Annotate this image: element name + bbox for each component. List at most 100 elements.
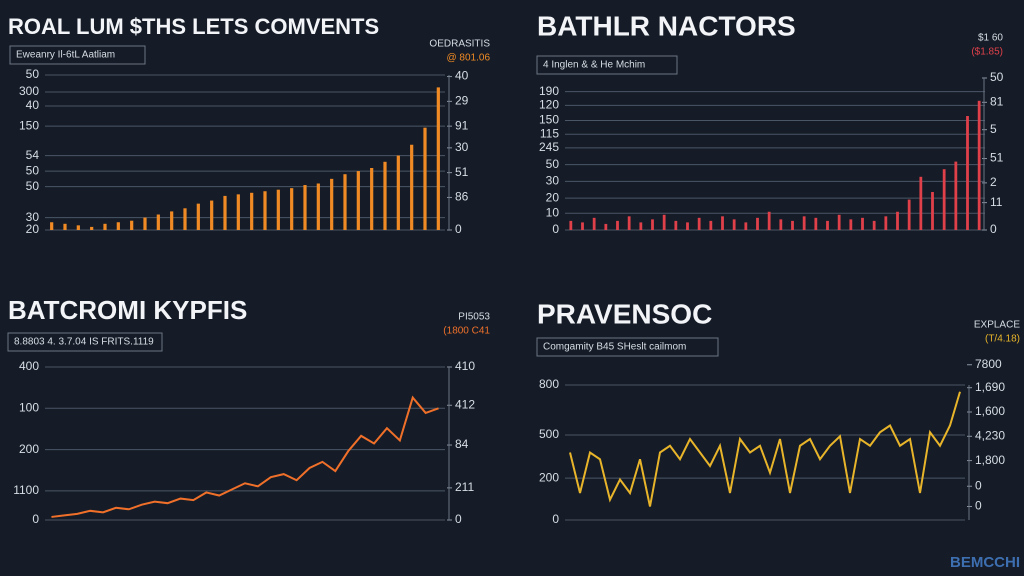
bar — [709, 220, 713, 230]
y-tick-label: 54 — [26, 148, 40, 162]
y-tick-label: 200 — [539, 470, 559, 484]
bar — [63, 223, 67, 230]
bar — [721, 216, 724, 230]
bar — [942, 169, 946, 230]
bar — [837, 214, 841, 230]
header-value: (T/4.18) — [985, 334, 1020, 345]
subtitle-box — [9, 45, 146, 65]
y2-tick-label: 1,800 — [975, 453, 1005, 467]
y-tick-label: 150 — [19, 118, 39, 132]
bar — [116, 222, 120, 230]
bar — [316, 183, 320, 230]
bar — [170, 211, 174, 230]
y2-tick-label: 1,690 — [975, 380, 1005, 394]
y2-tick-label: 81 — [990, 94, 1004, 108]
y2-tick-label: 211 — [455, 480, 474, 494]
y2-tick-label: 1,600 — [975, 404, 1005, 418]
bar — [569, 220, 573, 230]
bar — [674, 220, 678, 230]
chart-subtitle: 4 Inglen & & He Mchim — [543, 60, 645, 71]
bar — [954, 161, 958, 230]
y2-tick-label: 0 — [975, 499, 982, 513]
bar — [90, 226, 94, 230]
chart-title: BATHLR NACTORS — [537, 10, 796, 41]
chart-subtitle: Comgamity B45 SHeslt cailmom — [543, 342, 686, 353]
bar — [814, 217, 818, 230]
bar — [436, 87, 440, 231]
y2-tick-label: 51 — [990, 151, 1004, 165]
y-tick-label: 115 — [540, 126, 559, 140]
bar — [896, 211, 899, 230]
bar — [919, 176, 923, 230]
y-tick-label: 1100 — [13, 483, 39, 497]
bar — [236, 194, 240, 230]
bar — [383, 161, 387, 230]
y2-tick-label: 51 — [455, 165, 469, 179]
bar — [343, 174, 347, 230]
bar — [802, 216, 806, 230]
y2-tick-label: 40 — [455, 69, 469, 83]
bar — [370, 168, 374, 230]
bar — [50, 222, 54, 230]
y-tick-label: 300 — [19, 84, 39, 98]
y-tick-label: 50 — [26, 163, 40, 177]
y2-tick-label: 412 — [455, 397, 475, 411]
y-tick-label: 40 — [26, 98, 40, 112]
y2-tick-label: 0 — [455, 512, 462, 526]
subtitle-box — [7, 332, 163, 352]
y-tick-label: 0 — [552, 222, 559, 236]
bar — [662, 214, 666, 230]
y-tick-label: 120 — [539, 98, 559, 112]
y-tick-label: 20 — [26, 222, 40, 236]
line-series — [51, 395, 439, 518]
bar — [826, 220, 829, 230]
header-value: (1800 C41 — [443, 326, 490, 337]
bar — [627, 216, 631, 230]
y2-tick-label: 0 — [990, 222, 997, 236]
bar — [767, 211, 771, 230]
y-tick-label: 20 — [546, 190, 560, 204]
y2-tick-label: 11 — [990, 195, 1003, 209]
y-tick-label: 190 — [539, 84, 559, 98]
bar — [861, 217, 864, 230]
header: OEDRASITIS — [429, 39, 490, 50]
subtitle-box — [536, 55, 678, 75]
header-value: ($1.85) — [971, 47, 1003, 58]
y-tick-label: 30 — [26, 210, 40, 224]
bar — [303, 185, 307, 230]
bar — [616, 220, 619, 230]
chart-subtitle: 8.8803 4. 3.7.04 IS FRITS.1119 — [14, 337, 154, 348]
bar — [196, 203, 200, 230]
header: $1 60 — [978, 33, 1003, 44]
bar — [130, 220, 134, 230]
chart-title: BATCROMI KYPFIS — [8, 295, 247, 325]
bar — [592, 217, 596, 230]
bar — [686, 222, 689, 230]
y2-tick-label: 0 — [975, 478, 982, 492]
chart-subtitle: Eweanry Il-6tL Aatliam — [16, 50, 115, 61]
y2-tick-label: 91 — [455, 118, 469, 132]
bar — [732, 219, 736, 230]
bar — [396, 155, 400, 230]
bar — [744, 222, 748, 230]
bar — [931, 192, 934, 230]
bar — [356, 171, 360, 230]
bar — [779, 219, 783, 230]
y-tick-label: 100 — [19, 400, 39, 414]
y-tick-label: 200 — [19, 442, 39, 456]
bar — [423, 127, 427, 230]
bar — [756, 217, 759, 230]
bar — [223, 195, 227, 230]
bar — [76, 225, 80, 230]
bar — [410, 144, 414, 230]
line-series — [569, 391, 961, 507]
bar — [697, 217, 701, 230]
y2-tick-label: 410 — [455, 359, 475, 373]
bar — [791, 220, 794, 230]
y2-tick-label: 4,230 — [975, 428, 1005, 442]
y2-tick-label: 0 — [455, 222, 462, 236]
chart-title: PRAVENSOC — [537, 298, 712, 329]
bar — [651, 219, 654, 230]
y-tick-label: 245 — [539, 140, 559, 154]
